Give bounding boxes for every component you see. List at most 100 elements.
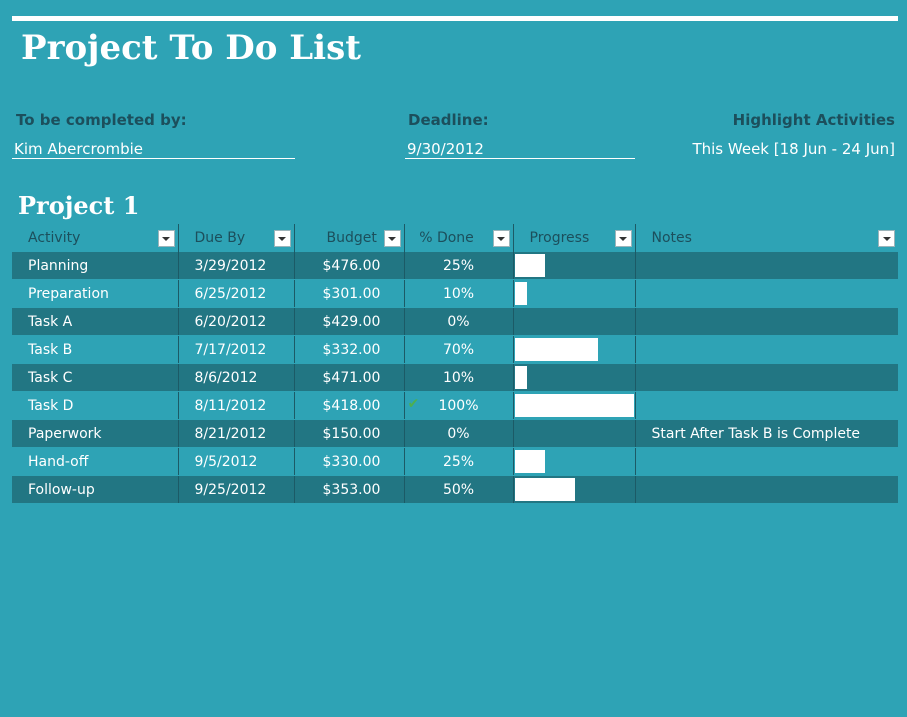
activity-cell[interactable]: Task A [12,307,178,336]
column-header-due-by: Due By [177,224,294,252]
percent-done-cell[interactable]: 0% [403,419,513,448]
filter-dropdown-activity[interactable] [157,230,175,247]
percent-done-value: 0% [447,313,470,330]
deadline-field[interactable]: 9/30/2012 [405,140,635,159]
due-by-cell[interactable]: 6/20/2012 [177,307,294,336]
column-header-progress: Progress [512,224,635,252]
activity-cell[interactable]: Paperwork [12,419,178,448]
table-row[interactable]: Follow-up 9/25/2012 $353.00 50% [12,475,898,504]
percent-done-cell[interactable]: 10% [403,279,513,308]
progress-cell[interactable] [512,419,635,448]
activity-cell[interactable]: Planning [12,252,178,280]
percent-done-value: 25% [442,257,475,274]
budget-cell[interactable]: $418.00 [293,391,404,420]
column-header-label: Notes [651,230,692,246]
percent-done-cell[interactable]: 10% [403,363,513,392]
budget-cell[interactable]: $471.00 [293,363,404,392]
progress-cell[interactable] [512,363,635,392]
budget-cell[interactable]: $332.00 [293,335,404,364]
activity-cell[interactable]: Task C [12,363,178,392]
notes-cell[interactable] [634,279,898,308]
completed-by-field[interactable]: Kim Abercrombie [12,140,295,159]
table-row[interactable]: Hand-off 9/5/2012 $330.00 25% [12,447,898,476]
budget-cell[interactable]: $353.00 [293,475,404,504]
percent-done-cell[interactable]: 0% [403,307,513,336]
dropdown-arrow-icon [882,236,891,241]
notes-cell[interactable] [634,391,898,420]
percent-done-value: 25% [442,453,475,470]
notes-cell[interactable] [634,335,898,364]
due-by-cell[interactable]: 8/6/2012 [177,363,294,392]
filter-dropdown-progress[interactable] [614,230,632,247]
percent-done-cell[interactable]: 25% [403,447,513,476]
column-header-budget: Budget [293,224,404,252]
column-header-label: % Done [419,230,474,246]
filter-dropdown-due-by[interactable] [273,230,291,247]
due-by-cell[interactable]: 8/11/2012 [177,391,294,420]
dropdown-arrow-icon [497,236,505,241]
table-row[interactable]: Task C 8/6/2012 $471.00 10% [12,363,898,392]
activity-cell[interactable]: Hand-off [12,447,178,476]
activity-table: Activity Due By Budget % Done Progress [12,224,898,504]
table-header-row: Activity Due By Budget % Done Progress [12,224,898,252]
progress-cell[interactable] [512,447,635,476]
activity-cell[interactable]: Preparation [12,279,178,308]
percent-done-value: 50% [442,481,475,498]
due-by-cell[interactable]: 9/25/2012 [177,475,294,504]
notes-cell[interactable] [634,363,898,392]
table-body: Planning 3/29/2012 $476.00 25% Preparation 6/… [12,252,898,504]
due-by-cell[interactable]: 9/5/2012 [177,447,294,476]
progress-bar [514,254,545,277]
column-header-percent-done: % Done [403,224,513,252]
table-row[interactable]: Paperwork 8/21/2012 $150.00 0% Start After T… [12,419,898,448]
deadline-label: Deadline: [408,111,489,129]
due-by-cell[interactable]: 3/29/2012 [177,252,294,280]
budget-cell[interactable]: $150.00 [293,419,404,448]
activity-cell[interactable]: Task B [12,335,178,364]
highlight-week-value[interactable]: This Week [18 Jun - 24 Jun] [692,140,895,158]
due-by-cell[interactable]: 7/17/2012 [177,335,294,364]
notes-cell[interactable] [634,252,898,280]
percent-done-cell[interactable]: 50% [403,475,513,504]
column-header-label: Budget [326,230,377,246]
activity-cell[interactable]: Follow-up [12,475,178,504]
percent-done-value: 10% [442,369,475,386]
budget-cell[interactable]: $330.00 [293,447,404,476]
percent-done-cell[interactable]: 70% [403,335,513,364]
progress-cell[interactable] [512,335,635,364]
highlight-activities-label: Highlight Activities [732,111,895,129]
notes-cell[interactable] [634,307,898,336]
table-row[interactable]: Planning 3/29/2012 $476.00 25% [12,252,898,280]
table-row[interactable]: Task D 8/11/2012 $418.00 ✔ 100% [12,391,898,420]
percent-done-cell[interactable]: 25% [403,252,513,280]
table-row[interactable]: Preparation 6/25/2012 $301.00 10% [12,279,898,308]
notes-cell[interactable] [634,475,898,504]
due-by-cell[interactable]: 6/25/2012 [177,279,294,308]
progress-cell[interactable] [512,279,635,308]
top-divider [12,16,898,21]
progress-cell[interactable] [512,475,635,504]
budget-cell[interactable]: $301.00 [293,279,404,308]
dropdown-arrow-icon [278,236,286,241]
table-row[interactable]: Task A 6/20/2012 $429.00 0% [12,307,898,336]
progress-cell[interactable] [512,391,635,420]
column-header-notes: Notes [634,224,898,252]
budget-cell[interactable]: $429.00 [293,307,404,336]
page-title: Project To Do List [21,28,361,68]
dropdown-arrow-icon [388,236,396,241]
notes-cell[interactable] [634,447,898,476]
filter-dropdown-notes[interactable] [878,230,895,247]
activity-cell[interactable]: Task D [12,391,178,420]
due-by-cell[interactable]: 8/21/2012 [177,419,294,448]
filter-dropdown-budget[interactable] [383,230,401,247]
filter-dropdown-percent-done[interactable] [492,230,510,247]
notes-cell[interactable]: Start After Task B is Complete [634,419,898,448]
dropdown-arrow-icon [619,236,627,241]
progress-cell[interactable] [512,307,635,336]
percent-done-cell[interactable]: ✔ 100% [403,391,513,420]
table-row[interactable]: Task B 7/17/2012 $332.00 70% [12,335,898,364]
budget-cell[interactable]: $476.00 [293,252,404,280]
progress-bar [514,394,634,417]
percent-done-value: 10% [442,285,475,302]
progress-cell[interactable] [512,252,635,280]
